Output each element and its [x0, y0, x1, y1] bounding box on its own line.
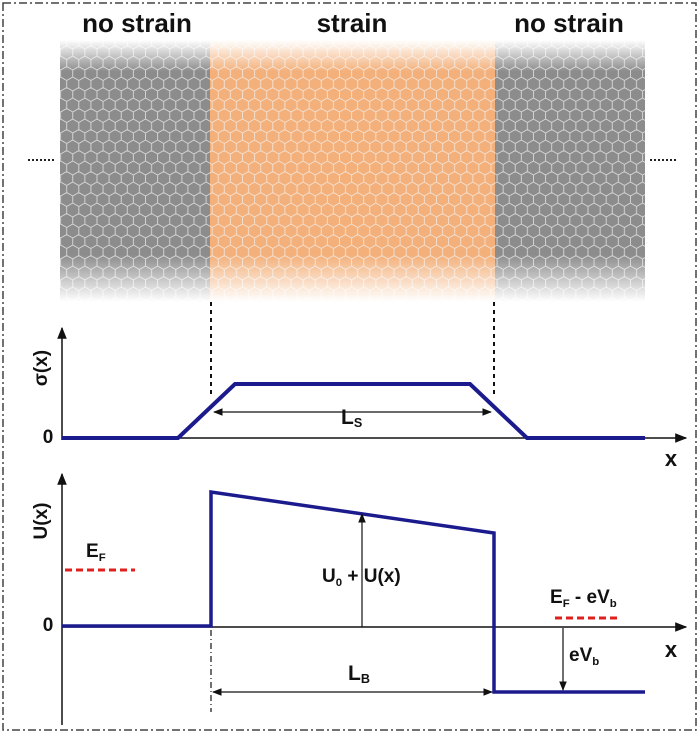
label-part: L [348, 662, 361, 685]
subscript: b [610, 598, 617, 610]
y-axis-label: U(x) [31, 503, 52, 540]
barrier-label: U0 + U(x) [322, 566, 401, 589]
bias-label: eVb [569, 645, 599, 668]
zero-label: 0 [43, 615, 54, 636]
strain-profile [62, 382, 645, 440]
subscript: b [592, 656, 599, 668]
lattice [60, 40, 645, 302]
label-part: L [341, 406, 354, 429]
x-axis-label: x [665, 446, 678, 471]
label-part: E [86, 541, 99, 562]
region-label: no strain [514, 8, 624, 38]
boundary-lines [210, 302, 495, 398]
fermi-label: EF [86, 541, 106, 564]
label-part: U [322, 566, 336, 587]
label-part: eV [569, 645, 593, 666]
y-axis-label: σ(x) [31, 350, 52, 386]
labels: no strain strain no strainσ(x)0xLSU(x)0xEF… [31, 8, 678, 686]
subscript: S [354, 416, 362, 430]
x-axis-label: x [665, 637, 678, 662]
subscript: B [361, 672, 370, 686]
subscript: 0 [336, 577, 342, 589]
region-label: strain [317, 8, 388, 38]
bias-fermi-label: EF - eVb [550, 587, 617, 610]
region-label: no strain [82, 8, 192, 38]
label-part: E [550, 587, 563, 608]
zero-label: 0 [43, 427, 54, 448]
label-part: - eV [570, 587, 610, 608]
subscript: F [99, 552, 106, 564]
subscript: F [563, 598, 570, 610]
potential-profile [62, 489, 645, 694]
label-part: + U(x) [342, 566, 401, 587]
arrows [210, 408, 567, 712]
width-label: LS [341, 406, 362, 431]
width-label: LB [348, 662, 370, 687]
fermi-levels [65, 568, 618, 620]
